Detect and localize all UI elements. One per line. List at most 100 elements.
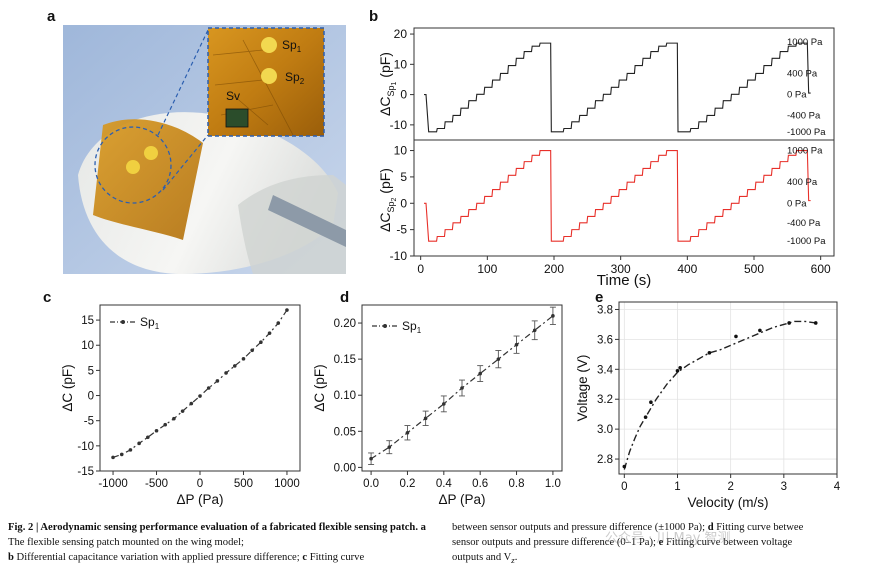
b-bottom-xtick-label: 200 [544, 262, 564, 276]
b-bottom-ytick-label: 5 [400, 170, 407, 184]
e-data-point [622, 464, 627, 469]
caption-right-line1: between sensor outputs and pressure diff… [452, 522, 706, 533]
c-xtick-label: 0 [197, 478, 203, 490]
inset-sv-chip [225, 108, 249, 128]
caption-d-letter: d [707, 522, 714, 533]
c-data-point [119, 452, 124, 457]
c-ytick-label: 10 [81, 340, 94, 352]
b-bottom-ytick-label: 0 [400, 196, 407, 210]
d-data-point [423, 416, 428, 421]
d-xtick-label: 1.0 [545, 478, 561, 490]
sensor-dot-1 [126, 160, 140, 174]
d-data-point [532, 328, 537, 333]
c-data-point [215, 379, 220, 383]
b-top-pressure-label: 1000 Pa [787, 37, 823, 48]
c-data-point [172, 416, 176, 421]
caption-e-text: Fitting curve between voltage [663, 537, 793, 548]
c-data-point [267, 331, 272, 335]
d-xtick-label: 0.2 [399, 478, 415, 490]
c-ytick-label: -5 [84, 416, 94, 428]
caption-c-letter: c [302, 552, 308, 563]
c-data-point [206, 386, 211, 390]
e-data-point [813, 321, 818, 325]
c-xlabel: ΔP (Pa) [176, 492, 223, 507]
b-top-pressure-label: -400 Pa [787, 110, 821, 121]
c-data-point [232, 364, 237, 368]
c-series-line [112, 309, 288, 458]
d-xtick-label: 0.4 [436, 478, 453, 490]
e-data-point [758, 328, 762, 333]
b-bottom-pressure-label: 0 Pa [787, 198, 807, 209]
e-xtick-label: 3 [781, 481, 787, 493]
e-xlabel: Velocity (m/s) [687, 495, 768, 510]
c-legend-label: Sp1 [140, 315, 160, 331]
b-bottom-pressure-label: 400 Pa [787, 177, 818, 188]
c-data-point [111, 455, 115, 460]
caption-b-letter: b [8, 552, 14, 563]
b-top-ytick-label: -10 [390, 118, 408, 132]
d-xtick-label: 0.0 [363, 478, 379, 490]
caption-d-text: Fitting curve betwee [713, 522, 804, 533]
wing-photo-svg: Sp1 Sp2 Sv [63, 25, 346, 274]
inset-sp1-dot [261, 37, 277, 53]
b-top-pressure-label: 0 Pa [787, 89, 807, 100]
inset-sp2-dot [261, 68, 277, 84]
c-data-point [224, 371, 228, 375]
c-data-point [137, 441, 141, 446]
b-xlabel: Time (s) [597, 272, 651, 289]
e-data-point [643, 415, 648, 419]
e-data-point [678, 366, 682, 370]
c-ytick-label: 0 [88, 391, 94, 403]
b-bottom-xtick-label: 300 [611, 262, 631, 276]
e-data-point [707, 351, 712, 355]
c-data-point [250, 348, 254, 353]
e-fit-line [623, 320, 816, 470]
b-top-series-line [424, 42, 811, 133]
d-data-point [478, 371, 482, 376]
d-xtick-label: 0.8 [509, 478, 525, 490]
b-bottom-series-line [424, 149, 811, 242]
caption-right-line2: sensor outputs and pressure difference (… [452, 537, 656, 548]
e-xtick-label: 2 [727, 481, 733, 493]
d-data-point [387, 445, 392, 449]
b-bottom-ytick-label: -10 [390, 249, 408, 263]
d-ylabel: ΔC (pF) [312, 364, 327, 411]
c-ytick-label: -15 [77, 466, 94, 478]
panel-letter-d: d [340, 289, 350, 306]
c-data-point [276, 321, 281, 325]
b-bottom-xtick-label: 500 [744, 262, 764, 276]
sensing-patch [93, 119, 203, 240]
c-xtick-label: 500 [234, 478, 253, 490]
panel-letter-e: e [595, 289, 604, 306]
d-ytick-label: 0.05 [334, 426, 356, 438]
c-data-point [198, 394, 202, 398]
b-top-ytick-label: 10 [394, 57, 408, 71]
caption-right-line3-end: . [514, 552, 518, 563]
e-xtick-label: 0 [621, 481, 627, 493]
caption-a-text: The flexible sensing patch mounted on th… [8, 537, 244, 548]
e-xtick-label: 4 [834, 481, 841, 493]
b-bottom-pressure-label: -1000 Pa [787, 236, 826, 247]
b-top-ytick-label: 20 [394, 27, 408, 41]
d-ytick-label: 0.15 [334, 354, 356, 366]
d-data-point [405, 430, 410, 435]
caption-fig-title: Fig. 2 | Aerodynamic sensing performance… [8, 522, 418, 533]
caption-vz-sub: z [511, 555, 515, 566]
c-data-point [128, 448, 133, 452]
b-top-pressure-label: 400 Pa [787, 68, 818, 79]
c-data-point [180, 409, 185, 413]
e-data-point [649, 400, 653, 405]
d-data-point [496, 357, 501, 361]
e-ytick-label: 3.4 [597, 364, 614, 376]
sv-label: Sv [226, 89, 240, 103]
d-data-point [514, 342, 519, 347]
c-data-point [285, 308, 289, 312]
d-data-point [551, 314, 555, 318]
panel-letter-b: b [369, 8, 379, 25]
c-ytick-label: 15 [81, 315, 94, 327]
caption-right-line3: outputs and V [452, 552, 512, 563]
d-ytick-label: 0.00 [334, 462, 356, 474]
e-ytick-label: 3.0 [597, 424, 613, 436]
b-bottom-ylabel: ΔCSp2 (pF) [377, 168, 398, 232]
b-top-frame [413, 27, 835, 141]
